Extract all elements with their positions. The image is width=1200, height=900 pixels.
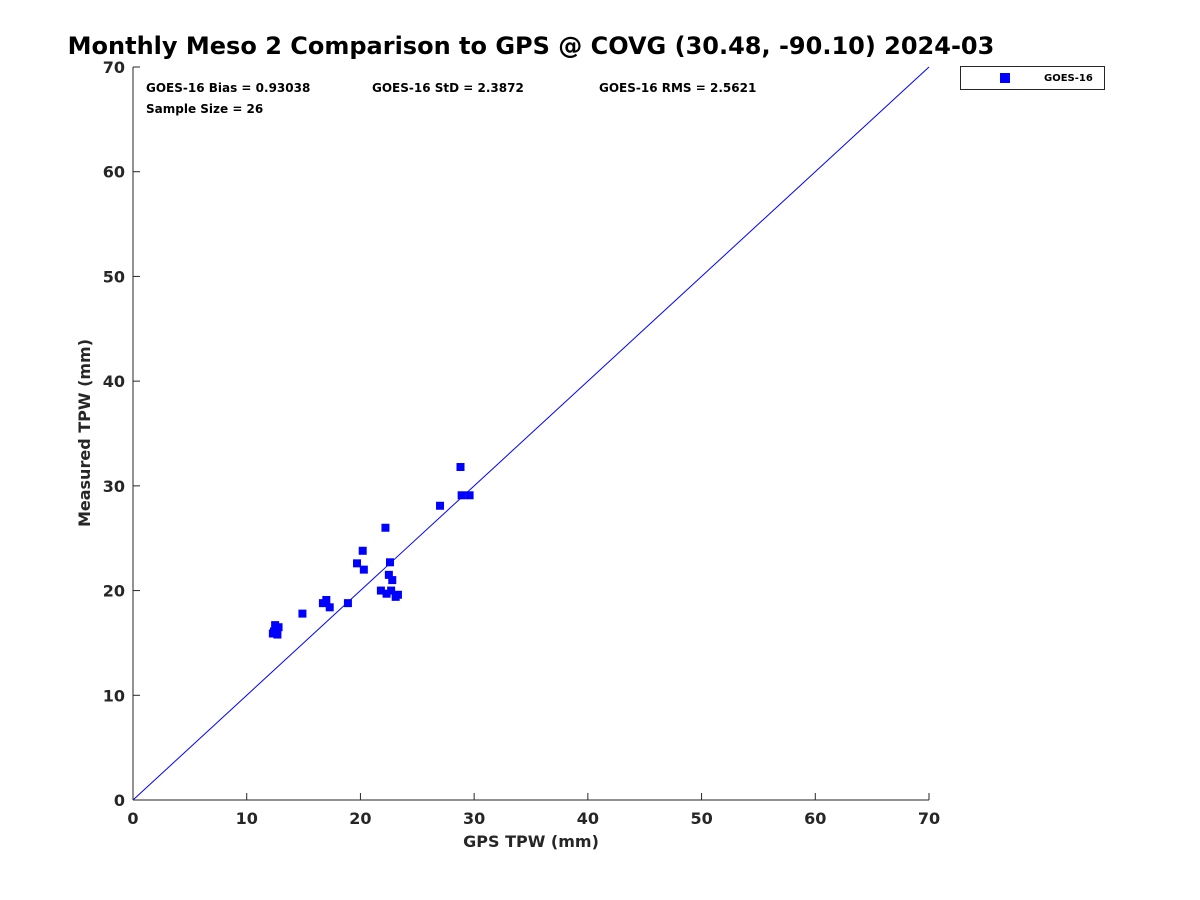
- data-point: [387, 586, 396, 595]
- data-point: [325, 603, 334, 612]
- rms-stat: GOES-16 RMS = 2.5621: [599, 81, 756, 95]
- x-tick-label: 10: [236, 809, 258, 828]
- y-tick-label: 70: [103, 58, 125, 77]
- data-point: [382, 589, 391, 598]
- x-tick-label: 70: [918, 809, 940, 828]
- bias-stat: GOES-16 Bias = 0.93038: [146, 81, 310, 95]
- y-tick-label: 30: [103, 477, 125, 496]
- y-tick-label: 40: [103, 372, 125, 391]
- data-point: [388, 576, 397, 585]
- data-point: [322, 595, 331, 604]
- data-point: [274, 623, 283, 632]
- data-point: [385, 558, 394, 567]
- data-point: [353, 559, 362, 568]
- y-axis-ticks: 0 10 20 30 40 50 60 70: [103, 58, 140, 810]
- sample-size-stat: Sample Size = 26: [146, 102, 263, 116]
- data-point: [343, 599, 352, 608]
- x-axis-label: GPS TPW (mm): [463, 832, 599, 851]
- legend-marker: [1000, 73, 1010, 83]
- data-point: [273, 630, 282, 639]
- std-stat: GOES-16 StD = 2.3872: [372, 81, 524, 95]
- legend-box: [960, 66, 1105, 90]
- legend: GOES-16: [960, 66, 1105, 90]
- y-tick-label: 0: [114, 791, 125, 810]
- y-tick-label: 50: [103, 267, 125, 286]
- data-point: [384, 570, 393, 579]
- data-points: [268, 463, 474, 639]
- y-tick-label: 10: [103, 686, 125, 705]
- data-point: [457, 491, 466, 500]
- x-tick-label: 0: [127, 809, 138, 828]
- x-axis-ticks: 0 10 20 30 40 50 60 70: [127, 793, 940, 828]
- y-tick-label: 20: [103, 582, 125, 601]
- x-tick-label: 20: [349, 809, 371, 828]
- data-point: [298, 609, 307, 618]
- x-tick-label: 60: [804, 809, 826, 828]
- one-to-one-reference-line: [132, 66, 930, 801]
- x-tick-label: 50: [690, 809, 712, 828]
- data-point: [358, 546, 367, 555]
- data-point: [376, 586, 385, 595]
- chart-title: Monthly Meso 2 Comparison to GPS @ COVG …: [68, 32, 995, 60]
- y-axis-label: Measured TPW (mm): [75, 339, 94, 527]
- legend-label: GOES-16: [1044, 73, 1093, 84]
- data-point: [393, 590, 402, 599]
- x-tick-label: 30: [463, 809, 485, 828]
- plot-area: 0 10 20 30 40 50 60 70 0 10 20 30 40 50 60 70: [103, 58, 940, 828]
- data-point: [359, 565, 368, 574]
- data-point: [456, 463, 465, 472]
- x-tick-label: 40: [577, 809, 599, 828]
- data-point: [436, 501, 445, 510]
- data-point: [465, 491, 474, 500]
- y-tick-label: 60: [103, 163, 125, 182]
- data-point: [381, 523, 390, 532]
